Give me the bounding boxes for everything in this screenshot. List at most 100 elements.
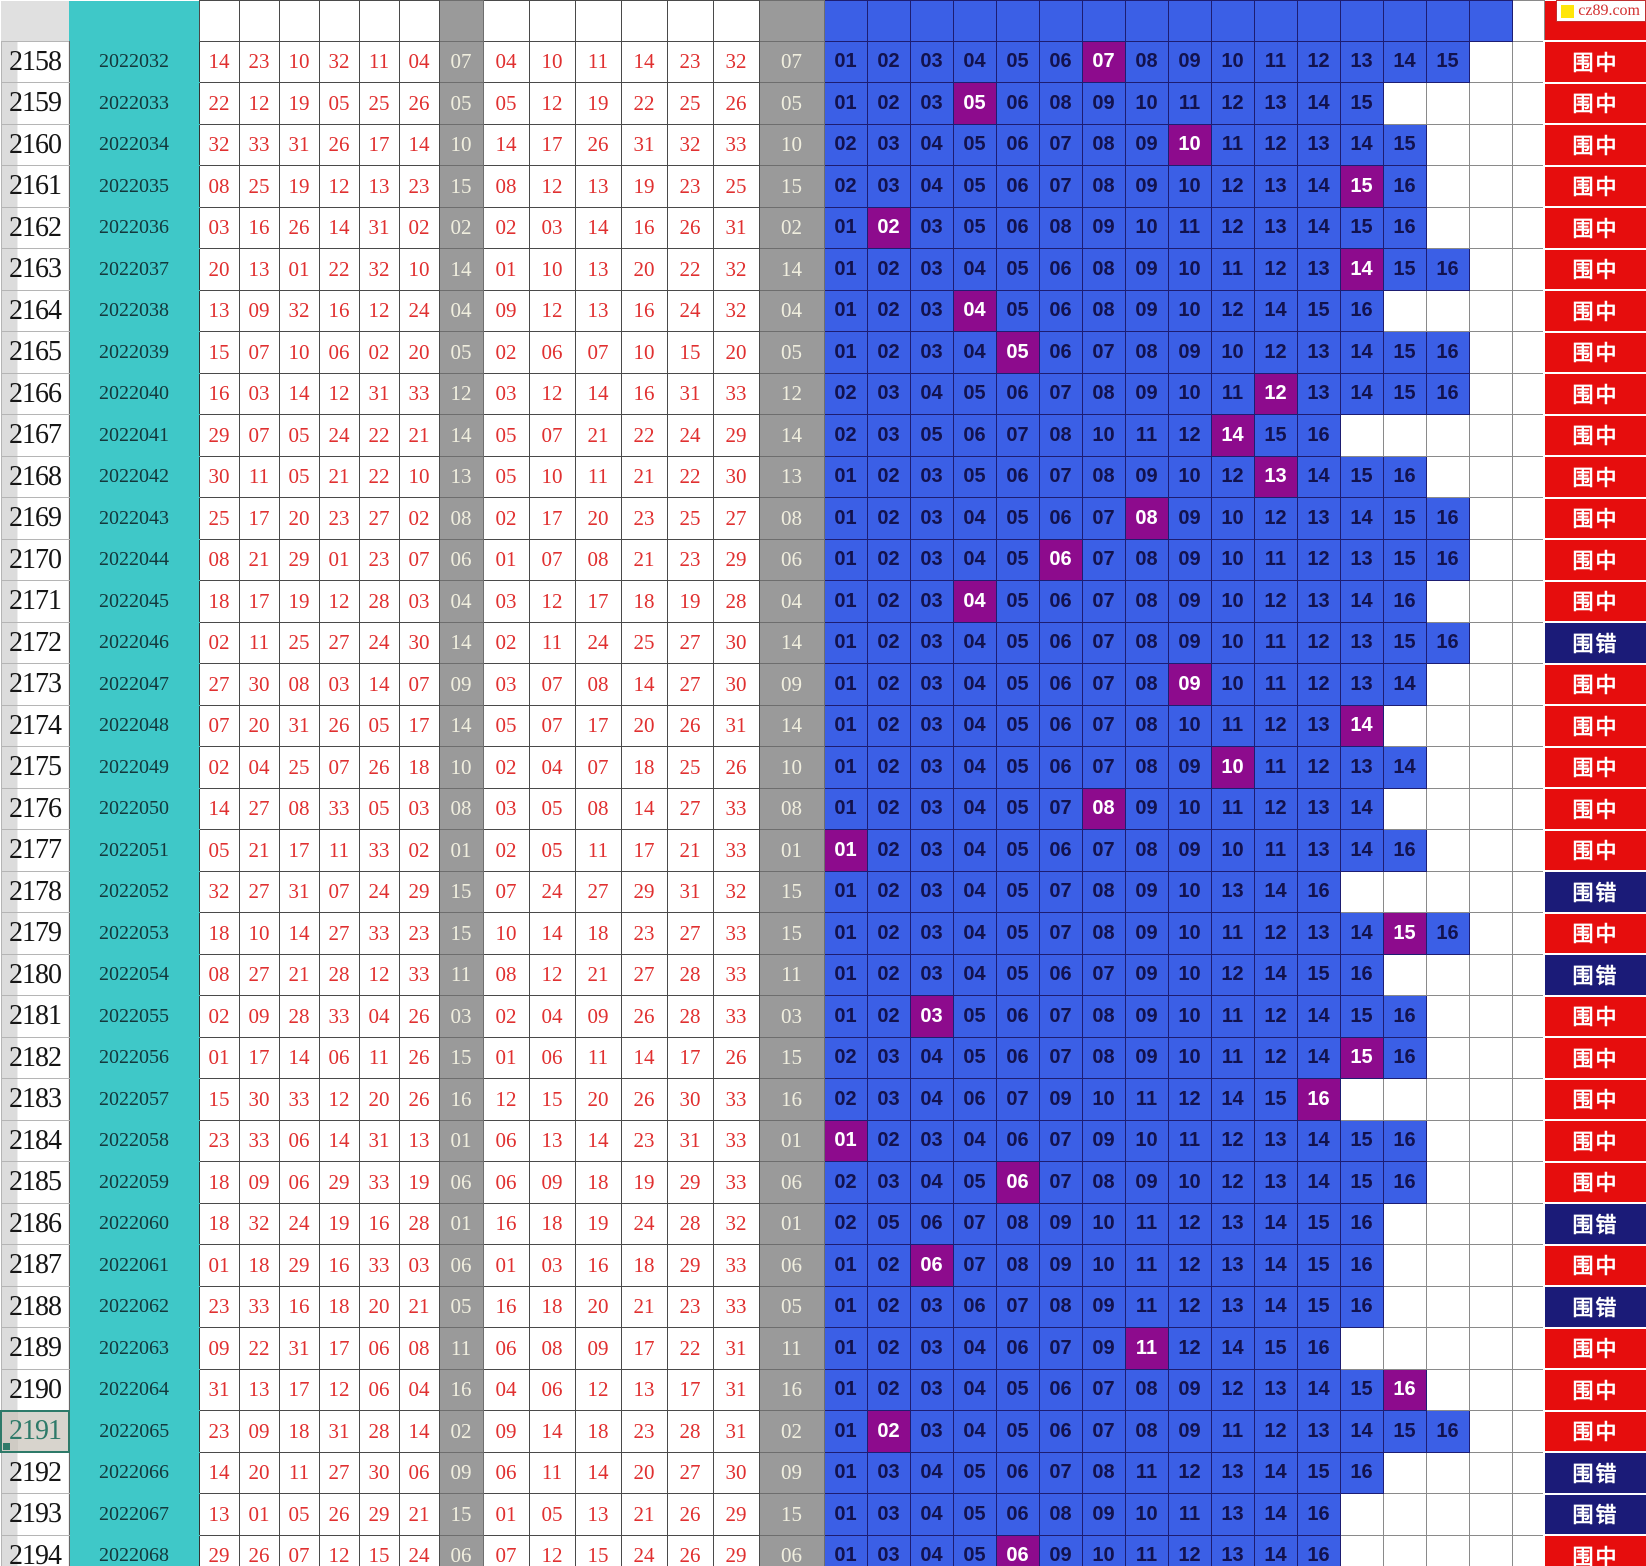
blue-grid-cell[interactable]: 04 <box>952 912 997 955</box>
blue-grid-cell[interactable]: 08 <box>1124 621 1169 664</box>
blue-grid-cell[interactable]: 13 <box>1339 538 1384 581</box>
blue-grid-cell[interactable]: 08 <box>1081 289 1126 332</box>
sorted-number-cell[interactable]: 02 <box>482 995 530 1038</box>
blue-grid-cell[interactable]: 05 <box>866 1202 911 1245</box>
blue-grid-cell[interactable]: 14 <box>1253 1493 1298 1536</box>
draw-number-cell[interactable]: 31 <box>198 1368 240 1411</box>
sorted-number-cell[interactable]: 02 <box>482 331 530 374</box>
blue-grid-cell[interactable]: 09 <box>1081 1327 1126 1370</box>
sorted-number-cell[interactable]: 04 <box>482 40 530 83</box>
blue-grid-cell[interactable]: 02 <box>823 1161 868 1204</box>
blue-grid-cell[interactable]: 09 <box>1081 206 1126 249</box>
blue-ball-cell[interactable]: 15 <box>758 912 825 955</box>
blue-grid-cell[interactable]: 03 <box>909 289 954 332</box>
blue-grid-cell[interactable] <box>1468 1327 1513 1370</box>
draw-number-cell[interactable]: 29 <box>358 1493 400 1536</box>
draw-number-cell[interactable]: 18 <box>278 1410 320 1453</box>
blue-grid-cell[interactable]: 15 <box>1382 248 1427 291</box>
draw-number-cell[interactable]: 22 <box>238 1327 280 1370</box>
sorted-number-cell[interactable]: 05 <box>528 1493 576 1536</box>
blue-grid-cell[interactable] <box>1425 1202 1470 1245</box>
draw-number-cell[interactable]: 12 <box>358 289 400 332</box>
blue-ball-cell[interactable]: 08 <box>758 787 825 830</box>
row-index-cell[interactable]: 2188 <box>0 1285 70 1328</box>
draw-number-cell[interactable]: 28 <box>278 995 320 1038</box>
row-index-cell[interactable]: 2163 <box>0 248 70 291</box>
blue-grid-cell[interactable]: 16 <box>1296 1534 1341 1566</box>
blue-grid-cell[interactable]: 14 <box>1253 1202 1298 1245</box>
result-badge[interactable]: 围错 <box>1543 1492 1646 1536</box>
draw-number-cell[interactable]: 26 <box>318 1493 360 1536</box>
blue-grid-cell[interactable]: 10 <box>1167 1161 1212 1204</box>
blue-grid-cell[interactable]: 13 <box>1253 1119 1298 1162</box>
blue-grid-cell[interactable]: 04 <box>952 1327 997 1370</box>
sorted-number-cell[interactable]: 18 <box>620 746 668 789</box>
result-badge[interactable]: 围中 <box>1543 206 1646 250</box>
blue-grid-cell[interactable]: 07 <box>1081 829 1126 872</box>
period-cell[interactable]: 2022040 <box>68 372 200 415</box>
draw-number-cell[interactable]: 26 <box>398 1078 440 1121</box>
draw-number-cell[interactable]: 06 <box>358 1327 400 1370</box>
draw-number-cell[interactable]: 11 <box>278 1451 320 1494</box>
draw-number-cell[interactable]: 17 <box>398 704 440 747</box>
blue-grid-cell[interactable]: 06 <box>952 414 997 457</box>
period-cell[interactable]: 2022054 <box>68 953 200 996</box>
sorted-number-cell[interactable]: 07 <box>482 1534 530 1566</box>
blue-grid-cell[interactable]: 01 <box>823 787 868 830</box>
sorted-number-cell[interactable]: 08 <box>574 787 622 830</box>
blue-grid-cell[interactable]: 10 <box>1210 538 1255 581</box>
sorted-number-cell[interactable]: 24 <box>528 870 576 913</box>
blue-grid-cell[interactable]: 01 <box>823 1285 868 1328</box>
result-badge[interactable]: 围中 <box>1543 496 1646 540</box>
sorted-number-cell[interactable]: 31 <box>712 1327 760 1370</box>
draw-number-cell[interactable]: 16 <box>318 289 360 332</box>
blue-grid-cell[interactable]: 12 <box>1210 165 1255 208</box>
blue-grid-cell[interactable]: 04 <box>952 953 997 996</box>
draw-number-cell[interactable]: 14 <box>278 372 320 415</box>
blue-ball-cell[interactable]: 06 <box>758 1244 825 1287</box>
period-cell[interactable]: 2022045 <box>68 580 200 623</box>
blue-ball-cell[interactable]: 08 <box>758 497 825 540</box>
result-badge[interactable]: 围中 <box>1543 1160 1646 1204</box>
blue-grid-cell[interactable]: 03 <box>909 82 954 125</box>
blue-grid-cell[interactable]: 03 <box>909 580 954 623</box>
sorted-number-cell[interactable]: 26 <box>666 1534 714 1566</box>
sorted-number-cell[interactable]: 20 <box>620 704 668 747</box>
blue-grid-cell[interactable]: 01 <box>823 82 868 125</box>
blue-grid-cell[interactable]: 07 <box>1038 1036 1083 1079</box>
blue-grid-cell[interactable] <box>1468 746 1513 789</box>
blue-grid-cell[interactable]: 10 <box>1210 497 1255 540</box>
blue-grid-cell[interactable]: 15 <box>1296 289 1341 332</box>
blue-grid-cell[interactable]: 05 <box>995 787 1040 830</box>
blue-grid-cell[interactable]: 04 <box>952 40 997 83</box>
blue-grid-cell[interactable]: 02 <box>866 912 911 955</box>
draw-number-cell[interactable]: 17 <box>318 1327 360 1370</box>
blue-grid-cell[interactable]: 07 <box>1038 1451 1083 1494</box>
sorted-number-cell[interactable]: 24 <box>620 1534 668 1566</box>
sorted-number-cell[interactable]: 14 <box>574 1451 622 1494</box>
blue-ball-cell[interactable]: 10 <box>758 746 825 789</box>
site-logo[interactable]: cz89.com <box>1556 0 1646 22</box>
result-badge[interactable]: 围中 <box>1543 81 1646 125</box>
sorted-number-cell[interactable]: 12 <box>574 1368 622 1411</box>
draw-number-cell[interactable]: 14 <box>398 1410 440 1453</box>
sorted-number-cell[interactable]: 23 <box>666 538 714 581</box>
blue-grid-cell[interactable]: 16 <box>1296 870 1341 913</box>
row-index-cell[interactable]: 2176 <box>0 787 70 830</box>
sorted-number-cell[interactable]: 26 <box>620 1078 668 1121</box>
result-badge[interactable]: 围中 <box>1543 1077 1646 1121</box>
draw-number-cell[interactable]: 16 <box>318 1244 360 1287</box>
blue-grid-cell[interactable]: 05 <box>952 1161 997 1204</box>
draw-number-cell[interactable]: 04 <box>398 40 440 83</box>
blue-grid-cell[interactable]: 10 <box>1124 82 1169 125</box>
blue-grid-cell[interactable]: 15 <box>1339 455 1384 498</box>
blue-grid-cell[interactable]: 03 <box>909 1368 954 1411</box>
sorted-number-cell[interactable]: 12 <box>528 580 576 623</box>
blue-grid-cell[interactable] <box>1425 123 1470 166</box>
draw-number-cell[interactable]: 19 <box>278 82 320 125</box>
draw-number-cell[interactable]: 20 <box>398 331 440 374</box>
period-cell[interactable]: 2022034 <box>68 123 200 166</box>
blue-grid-cell[interactable] <box>1468 829 1513 872</box>
blue-grid-cell[interactable]: 01 <box>823 289 868 332</box>
draw-number-cell[interactable]: 27 <box>318 1451 360 1494</box>
